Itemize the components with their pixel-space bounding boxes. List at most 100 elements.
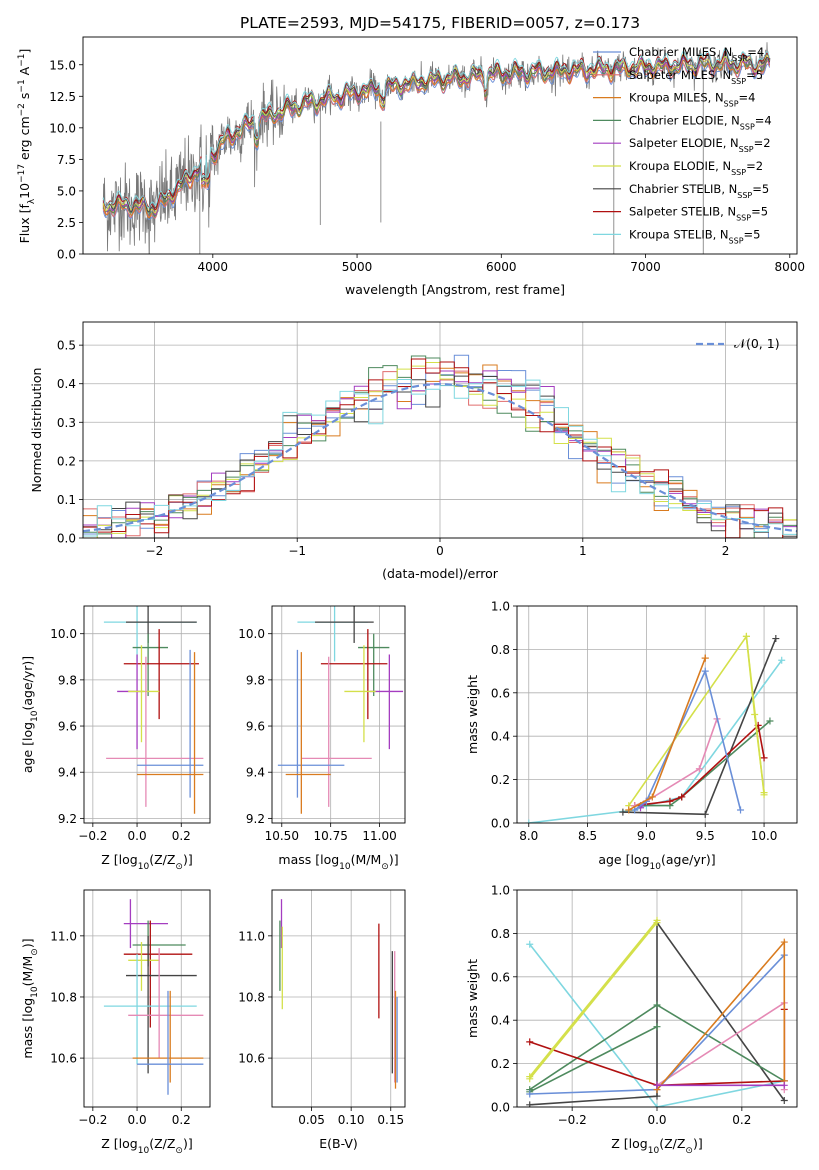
weight_vs_Z-chart: −0.2 0.0 0.2 0.0 0.2 0.4 0.6 0.8 1.0 Z [log10(Z/Z…	[465, 884, 798, 1156]
weight-marker	[751, 711, 759, 718]
weight-marker	[666, 797, 674, 805]
weight-marker	[701, 654, 709, 662]
x-tick-label: 10.0	[751, 829, 778, 843]
y-tick-label: 9.8	[58, 673, 77, 687]
normal-curve	[83, 382, 797, 533]
weight-marker	[778, 656, 786, 664]
y-tick-label: 0.2	[57, 454, 76, 468]
weight-marker	[653, 1103, 661, 1107]
weight-marker	[625, 806, 633, 814]
weight-line	[640, 720, 771, 807]
y-tick-label: 0.0	[491, 1101, 510, 1115]
weight-marker	[525, 819, 533, 823]
weight-line	[529, 920, 785, 1106]
y-tick-label: 10.6	[50, 1052, 77, 1066]
y-axis-label: mass weight	[465, 959, 480, 1038]
y-tick-label: 0.5	[57, 339, 76, 353]
legend-entry: Salpeter MILES, NSSP=5	[629, 68, 763, 86]
y-tick-label: 0.2	[491, 1057, 510, 1071]
y-tick-label: 0.6	[491, 686, 510, 700]
y-tick-label: 11.0	[238, 929, 265, 943]
y-tick-label: 10.0	[49, 121, 76, 135]
y-tick-label: 0.3	[57, 416, 76, 430]
weight-marker	[526, 1090, 534, 1098]
residuals-plot-area	[83, 354, 797, 538]
x-axis-label: wavelength [Angstrom, rest frame]	[345, 282, 565, 297]
weight-marker	[701, 667, 709, 675]
y-tick-label: 9.2	[58, 812, 77, 826]
legend-entry: Salpeter STELIB, NSSP=5	[629, 205, 768, 223]
x-tick-label: −2	[146, 544, 164, 558]
y-tick-label: 1.0	[491, 600, 510, 614]
weight-marker	[653, 1081, 661, 1089]
x-tick-label: −0.2	[558, 1113, 587, 1127]
x-tick-label: 1	[579, 544, 587, 558]
mass_vs_Z-chart: −0.2 0.0 0.2 10.6 10.8 11.0 Z [log10(Z/Z⊙)] mas…	[20, 889, 211, 1156]
x-axis-label: age [log10(age/yr)]	[598, 852, 715, 872]
y-tick-label: 9.4	[58, 766, 77, 780]
x-tick-label: 6000	[486, 260, 517, 274]
spectrum-chart: Chabrier MILES, NSSP=4 Salpeter MILES, NS…	[17, 36, 805, 297]
x-tick-label: 9.5	[696, 829, 715, 843]
y-tick-label: 0.2	[491, 773, 510, 787]
weight-marker	[648, 793, 656, 801]
weight-marker	[780, 1081, 788, 1089]
x-tick-label: 7000	[630, 260, 661, 274]
mass_vs_EBV-chart: 0.05 0.10 0.15 10.6 10.8 11.0 E(B-V)	[238, 889, 406, 1151]
weight_vs_Z-plot-area	[526, 916, 788, 1107]
x-tick-label: 0.15	[377, 1113, 404, 1127]
y-tick-label: 0.6	[491, 970, 510, 984]
weight-marker	[678, 793, 686, 801]
y-tick-label: 9.2	[246, 812, 265, 826]
y-tick-label: 7.5	[57, 153, 76, 167]
axes-frame	[82, 36, 798, 255]
weight-marker	[695, 765, 703, 773]
weight-marker	[766, 717, 774, 725]
y-tick-label: 11.0	[50, 929, 77, 943]
x-axis-label: Z [log10(Z/Z⊙)]	[101, 1136, 192, 1156]
x-axis-label: mass [log10(M/M⊙)]	[278, 852, 398, 872]
weight-marker	[701, 810, 709, 818]
axes-frame	[516, 605, 798, 824]
x-tick-label: 0.10	[338, 1113, 365, 1127]
weight-line	[529, 921, 658, 1080]
x-tick-label: 0.0	[128, 829, 147, 843]
legend-entry: Kroupa MILES, NSSP=4	[629, 91, 755, 109]
y-axis-label: Normed distribution	[29, 368, 44, 493]
x-axis-label: Z [log10(Z/Z⊙)]	[101, 852, 192, 872]
legend-entry: 𝒩(0, 1)	[734, 336, 780, 351]
axes-frame	[83, 605, 211, 824]
y-tick-label: 0.4	[491, 1014, 510, 1028]
spectrum-legend: Chabrier MILES, NSSP=4 Salpeter MILES, NS…	[593, 45, 772, 245]
x-tick-label: 2	[722, 544, 730, 558]
weight-marker	[653, 1023, 661, 1031]
y-axis-label: mass weight	[465, 675, 480, 754]
mass_vs_EBV-plot-area	[279, 899, 398, 1089]
y-axis-label: mass [log10(M/M⊙)]	[20, 938, 40, 1058]
weight-line	[529, 919, 658, 1078]
spectrum-plot-area	[102, 42, 771, 254]
weight-marker	[772, 635, 780, 643]
legend-entry: Chabrier ELODIE, NSSP=4	[629, 113, 772, 130]
y-tick-label: 9.6	[246, 720, 265, 734]
residuals-chart: 𝒩(0, 1) −2 −1 0 1 2 0.0 0.1 0.2 0.3 0.4 0.5 (data-mo…	[29, 321, 798, 581]
x-tick-label: 11.00	[362, 829, 396, 843]
y-tick-label: 0.1	[57, 493, 76, 507]
y-tick-label: 12.5	[49, 90, 76, 104]
weight-marker	[737, 806, 745, 814]
x-tick-label: 0.2	[732, 1113, 751, 1127]
spectrum-model-line	[102, 47, 771, 209]
x-tick-label: 0.2	[172, 1113, 191, 1127]
y-tick-label: 2.5	[57, 216, 76, 230]
x-tick-label: 0.0	[647, 1113, 666, 1127]
y-tick-label: 0.8	[491, 927, 510, 941]
axes-frame	[271, 889, 406, 1108]
y-tick-label: 15.0	[49, 58, 76, 72]
weight-marker	[780, 1096, 788, 1104]
legend-entry: Kroupa ELODIE, NSSP=2	[629, 159, 763, 177]
age_vs_Z-plot-area	[103, 606, 204, 814]
y-tick-label: 10.0	[238, 627, 265, 641]
x-tick-label: 5000	[342, 260, 373, 274]
weight-marker	[760, 789, 768, 797]
legend-entry: Salpeter ELODIE, NSSP=2	[629, 136, 771, 154]
